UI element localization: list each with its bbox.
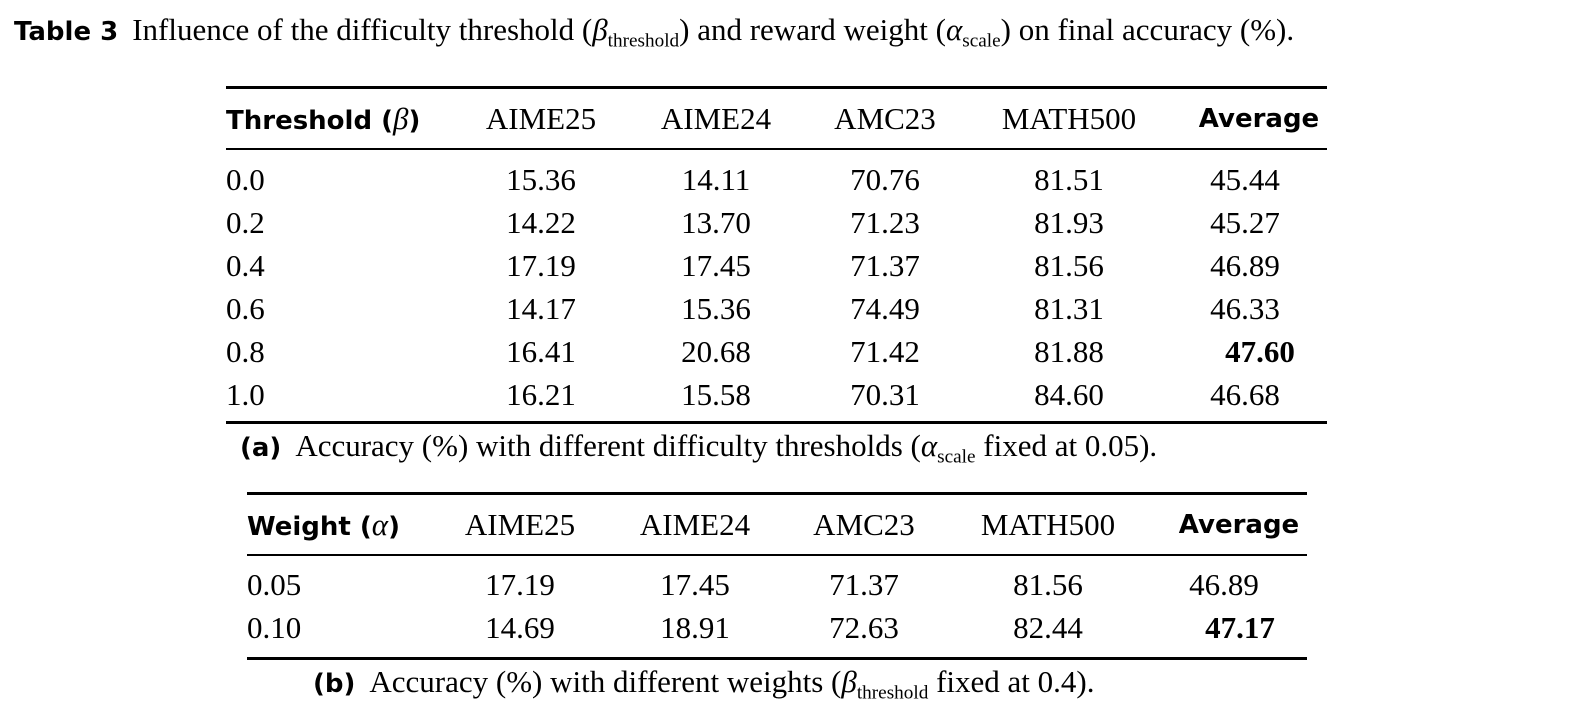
bottom-rule	[226, 421, 1327, 424]
cell: 70.76	[850, 162, 920, 197]
cell: 81.51	[1034, 162, 1104, 197]
header-amc23: AMC23	[834, 101, 936, 136]
cell: 18.91	[660, 610, 730, 645]
table-row: 0.8 16.41 20.68 71.42 81.88 47.60	[226, 330, 1327, 373]
table-a: Threshold (β) AIME25 AIME24 AMC23 MATH50…	[226, 86, 1327, 428]
table-row: 0.0 15.36 14.11 70.76 81.51 45.44	[226, 158, 1327, 201]
header-aime25: AIME25	[464, 507, 576, 542]
cell-average-best: 47.60	[1225, 334, 1295, 369]
table-row: 0.2 14.22 13.70 71.23 81.93 45.27	[226, 201, 1327, 244]
table-row: 0.6 14.17 15.36 74.49 81.31 46.33	[226, 287, 1327, 330]
row-key: 0.8	[226, 334, 265, 369]
cell: 81.56	[1013, 567, 1083, 602]
header-average: Average	[1178, 510, 1300, 540]
cell: 20.68	[681, 334, 751, 369]
top-rule	[247, 492, 1307, 495]
header-aime24: AIME24	[660, 101, 772, 136]
cell: 17.19	[506, 248, 576, 283]
cell-average: 46.33	[1210, 291, 1280, 326]
cell: 81.31	[1034, 291, 1104, 326]
cell: 16.21	[506, 377, 576, 412]
cell: 14.22	[506, 205, 576, 240]
cell: 71.37	[829, 567, 899, 602]
table-header: Weight (α) AIME25 AIME24 AMC23 MATH500 A…	[247, 495, 1307, 555]
header-weight: Weight (α)	[247, 507, 400, 542]
table-b: Weight (α) AIME25 AIME24 AMC23 MATH500 A…	[247, 492, 1307, 664]
cell: 15.36	[506, 162, 576, 197]
subcaption-a: (a) Accuracy (%) with different difficult…	[240, 428, 1158, 468]
row-key: 0.05	[247, 567, 302, 602]
header-aime25: AIME25	[485, 101, 597, 136]
header-threshold: Threshold (β)	[226, 101, 421, 136]
cell-average: 46.89	[1189, 567, 1259, 602]
cell: 82.44	[1013, 610, 1083, 645]
cell-average-best: 47.17	[1205, 610, 1275, 645]
table-caption: Table 3 Influence of the difficulty thres…	[14, 12, 1295, 52]
table-header: Threshold (β) AIME25 AIME24 AMC23 MATH50…	[226, 89, 1327, 149]
mid-rule	[247, 554, 1307, 556]
header-aime24: AIME24	[639, 507, 751, 542]
cell: 81.56	[1034, 248, 1104, 283]
table-label: Table 3	[14, 17, 119, 47]
cell: 17.45	[660, 567, 730, 602]
subcaption-label: (b)	[313, 669, 356, 699]
cell: 84.60	[1034, 377, 1104, 412]
table-row: 0.05 17.19 17.45 71.37 81.56 46.89	[247, 563, 1307, 606]
cell: 16.41	[506, 334, 576, 369]
cell: 14.11	[681, 162, 751, 197]
row-key: 0.10	[247, 610, 302, 645]
header-average: Average	[1198, 104, 1320, 134]
top-rule	[226, 86, 1327, 89]
bottom-rule	[247, 657, 1307, 660]
cell: 14.69	[485, 610, 555, 645]
cell: 15.58	[681, 377, 751, 412]
cell: 17.19	[485, 567, 555, 602]
cell: 17.45	[681, 248, 751, 283]
row-key: 0.0	[226, 162, 265, 197]
cell: 70.31	[850, 377, 920, 412]
header-math500: MATH500	[1001, 101, 1137, 136]
cell: 81.93	[1034, 205, 1104, 240]
cell: 74.49	[850, 291, 920, 326]
mid-rule	[226, 148, 1327, 150]
row-key: 0.4	[226, 248, 265, 283]
table-row: 1.0 16.21 15.58 70.31 84.60 46.68	[226, 373, 1327, 416]
cell-average: 46.68	[1210, 377, 1280, 412]
cell: 81.88	[1034, 334, 1104, 369]
cell-average: 45.27	[1210, 205, 1280, 240]
cell: 71.37	[850, 248, 920, 283]
row-key: 1.0	[226, 377, 265, 412]
cell-average: 45.44	[1210, 162, 1280, 197]
header-amc23: AMC23	[813, 507, 915, 542]
row-key: 0.2	[226, 205, 265, 240]
cell: 71.23	[850, 205, 920, 240]
table-row: 0.4 17.19 17.45 71.37 81.56 46.89	[226, 244, 1327, 287]
cell: 72.63	[829, 610, 899, 645]
header-math500: MATH500	[980, 507, 1116, 542]
row-key: 0.6	[226, 291, 265, 326]
cell-average: 46.89	[1210, 248, 1280, 283]
cell: 13.70	[681, 205, 751, 240]
cell: 15.36	[681, 291, 751, 326]
subcaption-b: (b) Accuracy (%) with different weights (…	[313, 664, 1095, 704]
cell: 71.42	[850, 334, 920, 369]
table-row: 0.10 14.69 18.91 72.63 82.44 47.17	[247, 606, 1307, 649]
subcaption-label: (a)	[240, 433, 282, 463]
cell: 14.17	[506, 291, 576, 326]
